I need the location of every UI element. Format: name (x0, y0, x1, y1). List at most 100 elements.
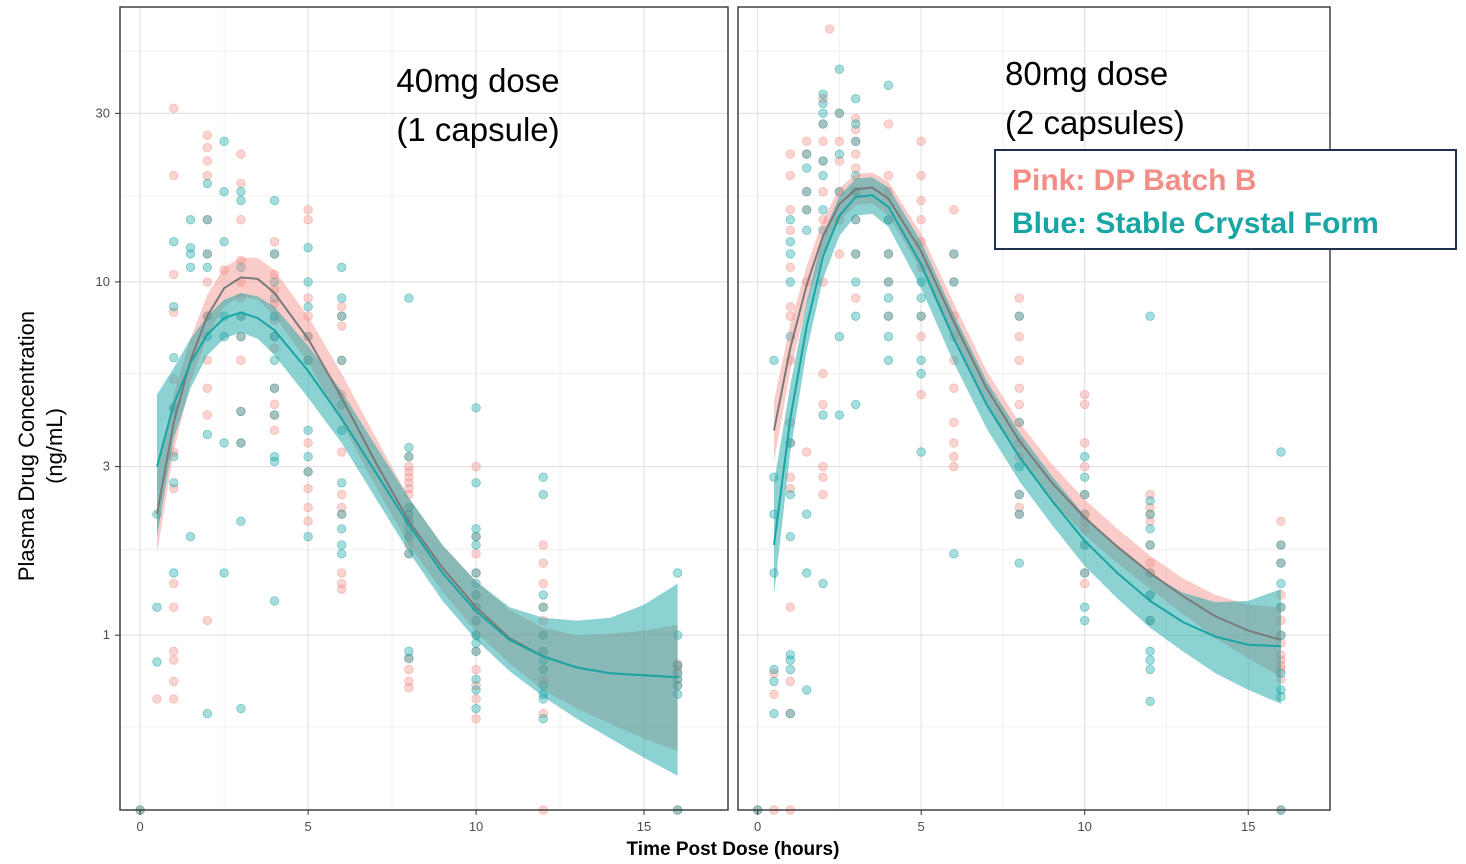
data-point-pink (152, 694, 162, 704)
data-point-blue (185, 532, 196, 542)
data-point-pink (785, 676, 796, 687)
data-point-blue (202, 249, 213, 259)
legend-entry-pink: Pink: DP Batch B (1012, 164, 1257, 197)
data-point-blue (1276, 447, 1286, 457)
data-point-blue (202, 429, 213, 440)
data-point-blue (169, 568, 179, 578)
data-point-pink (851, 124, 861, 135)
data-point-blue (785, 532, 796, 542)
data-point-blue (303, 467, 313, 477)
data-point-pink (404, 683, 414, 693)
data-point-blue (219, 187, 229, 197)
data-point-blue (785, 249, 796, 259)
y-axis-title-line1: Plasma Drug Concentration (14, 311, 39, 581)
data-point-blue (269, 249, 280, 259)
data-point-blue (471, 685, 481, 695)
data-point-blue (818, 89, 828, 99)
data-point-blue (769, 676, 779, 687)
data-point-blue (1145, 524, 1155, 534)
data-point-pink (169, 269, 179, 280)
data-point-blue (471, 532, 481, 542)
data-point-blue (471, 646, 481, 657)
data-point-blue (883, 293, 894, 303)
y-tick-label: 3 (103, 459, 110, 474)
data-point-pink (236, 214, 246, 225)
data-point-pink (916, 214, 926, 225)
data-point-pink (1145, 502, 1155, 513)
data-point-blue (818, 578, 828, 589)
data-point-blue (883, 331, 894, 342)
data-point-pink (538, 540, 548, 550)
data-point-blue (801, 685, 812, 695)
data-point-blue (236, 703, 246, 714)
data-point-blue (337, 549, 347, 559)
data-point-pink (1079, 389, 1090, 400)
confidence-band-blue (774, 177, 1281, 704)
fit-line-blue (156, 311, 678, 679)
data-point-blue (834, 64, 845, 74)
data-point-blue (1145, 646, 1155, 657)
data-point-blue (471, 540, 481, 550)
data-point-pink (1079, 578, 1090, 589)
panel-border (737, 6, 1331, 811)
data-point-blue (337, 262, 347, 272)
data-point-blue (337, 524, 347, 534)
data-point-pink (851, 293, 861, 303)
data-point-blue (1079, 489, 1090, 500)
data-point-blue (818, 170, 828, 181)
data-point-pink (949, 438, 959, 448)
data-point-blue (834, 108, 845, 119)
x-tick-label: 0 (137, 819, 144, 834)
data-point-blue (785, 664, 796, 675)
data-point-pink (303, 502, 313, 513)
data-point-blue (303, 277, 313, 287)
data-point-pink (169, 578, 179, 589)
data-point-pink (169, 307, 179, 318)
data-point-blue (471, 568, 481, 578)
data-point-blue (1145, 696, 1155, 706)
data-point-blue (1145, 540, 1155, 550)
data-point-blue (883, 355, 894, 365)
data-point-pink (202, 170, 213, 181)
data-point-blue (949, 277, 959, 287)
data-point-pink (202, 142, 213, 153)
data-point-pink (169, 694, 179, 704)
data-point-blue (883, 311, 894, 321)
data-point-pink (538, 578, 548, 589)
data-point-pink (1145, 516, 1155, 527)
data-point-pink (818, 472, 828, 482)
data-point-pink (1014, 355, 1024, 365)
data-point-pink (404, 676, 414, 687)
data-point-pink (269, 269, 280, 280)
data-point-blue (236, 195, 246, 206)
data-point-blue (801, 149, 812, 159)
data-point-blue (269, 452, 280, 462)
data-point-pink (785, 311, 796, 321)
data-point-blue (219, 236, 229, 247)
data-point-pink (769, 689, 779, 700)
data-point-blue (916, 293, 926, 303)
data-point-blue (202, 214, 213, 225)
data-point-blue (269, 195, 280, 206)
data-point-pink (337, 302, 347, 312)
data-point-pink (337, 489, 347, 500)
data-point-pink (1014, 383, 1024, 393)
y-tick-label: 1 (103, 627, 110, 642)
data-point-blue (1145, 664, 1155, 675)
data-point-blue (883, 80, 894, 91)
data-point-pink (818, 399, 828, 410)
data-point-blue (834, 410, 845, 420)
data-point-blue (801, 187, 812, 197)
data-point-blue (169, 302, 179, 312)
data-point-pink (269, 236, 280, 247)
data-point-blue (236, 262, 246, 272)
data-point-blue (916, 368, 926, 379)
data-point-pink (169, 676, 179, 687)
data-point-blue (769, 708, 779, 719)
data-point-blue (801, 225, 812, 235)
x-axis-title: Time Post Dose (hours) (627, 839, 840, 859)
legend-box (994, 149, 1457, 250)
data-point-pink (851, 113, 861, 124)
data-point-pink (169, 646, 179, 657)
